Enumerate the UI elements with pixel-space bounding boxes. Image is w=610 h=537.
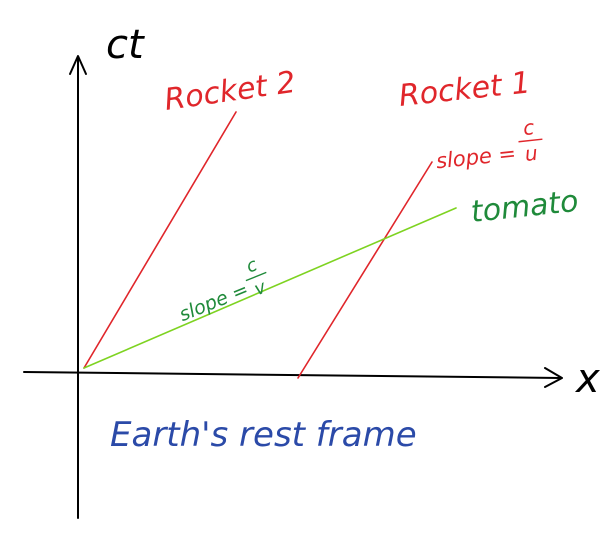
x-axis-arrowhead: [544, 367, 563, 388]
rocket-1-slope-prefix: slope =: [435, 141, 517, 173]
x-axis: [23, 367, 563, 388]
tomato-slope-prefix: slope =: [176, 278, 251, 326]
rocket-1-slope-numerator: c: [522, 115, 535, 140]
frame-caption: Earth's rest frame: [110, 415, 417, 455]
rocket-1-worldline: [297, 161, 433, 379]
ct-axis-arrowhead: [69, 55, 87, 75]
tomato-slope-annotation: slope = c v: [176, 254, 269, 326]
ct-axis-label: ct: [106, 22, 145, 68]
rocket-1-slope-annotation: slope = c u: [435, 115, 543, 173]
rocket-1-label: Rocket 1: [397, 65, 532, 114]
tomato-label: tomato: [469, 184, 580, 230]
tomato-slope-numerator: c: [243, 254, 260, 277]
tomato-slope-denominator: v: [251, 276, 269, 300]
tomato-slope-fraction-bar: [245, 271, 267, 282]
ct-axis: [69, 55, 87, 519]
rocket-2-worldline: [83, 111, 237, 369]
x-axis-label: x: [574, 356, 600, 402]
rocket-1-slope-fraction-bar: [518, 138, 543, 143]
tomato-worldline: [83, 207, 457, 369]
rocket-2-label: Rocket 2: [162, 65, 298, 118]
rocket-1-slope-denominator: u: [524, 141, 539, 166]
